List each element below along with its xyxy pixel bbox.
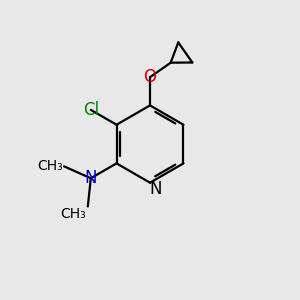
Text: N: N bbox=[85, 169, 97, 187]
Text: CH₃: CH₃ bbox=[61, 207, 86, 221]
Text: O: O bbox=[143, 68, 157, 86]
Text: CH₃: CH₃ bbox=[37, 159, 63, 173]
Text: N: N bbox=[149, 180, 162, 198]
Text: Cl: Cl bbox=[83, 101, 99, 119]
